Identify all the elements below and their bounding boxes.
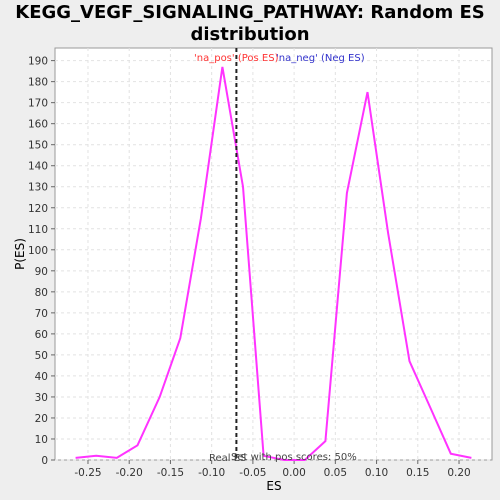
- x-tick-label: 0.10: [365, 467, 388, 479]
- x-tick-label: 0.20: [447, 467, 470, 479]
- legend-pos: 'na_pos' (Pos ES): [194, 53, 279, 64]
- y-tick-label: 110: [28, 224, 48, 236]
- x-axis: -0.25 -0.20 -0.15 -0.10 -0.05 0.00 0.05 0.10 0.1…: [74, 460, 471, 479]
- y-tick-label: 180: [28, 77, 48, 89]
- x-tick-label: -0.20: [116, 467, 143, 479]
- y-axis: 0 10 20 30 40 50 60 70 80 90 100 110 120 130 140 150 160…: [28, 56, 55, 467]
- y-tick-label: 10: [35, 434, 48, 446]
- y-tick-label: 190: [28, 56, 48, 68]
- grid: [55, 48, 492, 461]
- y-tick-label: 80: [35, 287, 48, 299]
- y-tick-label: 170: [28, 98, 48, 110]
- set-pos-annotation: Set with pos scores: 50%: [231, 452, 357, 463]
- x-tick-label: 0.15: [406, 467, 429, 479]
- y-tick-label: 160: [28, 119, 48, 131]
- series-line: [75, 66, 472, 461]
- y-tick-label: 40: [35, 371, 48, 383]
- series: [75, 66, 472, 461]
- y-tick-label: 150: [28, 140, 48, 152]
- chart-title-line1: KEGG_VEGF_SIGNALING_PATHWAY: Random ES: [15, 2, 485, 23]
- legend-neg: 'na_neg' (Neg ES): [276, 53, 365, 64]
- x-tick-label: -0.10: [198, 467, 225, 479]
- y-tick-label: 70: [35, 308, 48, 320]
- y-tick-label: 20: [35, 413, 48, 425]
- y-tick-label: 120: [28, 203, 48, 215]
- x-tick-label: -0.05: [239, 467, 266, 479]
- x-tick-label: 0.00: [282, 467, 305, 479]
- y-tick-label: 0: [41, 455, 48, 467]
- y-tick-label: 140: [28, 161, 48, 173]
- x-tick-label: 0.05: [324, 467, 347, 479]
- y-tick-label: 30: [35, 392, 48, 404]
- real-es-annotation: Real ES: [209, 453, 246, 464]
- y-tick-label: 50: [35, 350, 48, 362]
- x-axis-label: ES: [266, 479, 281, 493]
- y-tick-label: 60: [35, 329, 48, 341]
- y-tick-label: 130: [28, 182, 48, 194]
- y-axis-label: P(ES): [13, 238, 27, 270]
- x-tick-label: -0.25: [74, 467, 101, 479]
- x-tick-label: -0.15: [157, 467, 184, 479]
- y-tick-label: 100: [28, 245, 48, 257]
- chart-title-line2: distribution: [190, 24, 310, 45]
- y-tick-label: 90: [35, 266, 48, 278]
- chart-title: KEGG_VEGF_SIGNALING_PATHWAY: Random ES d…: [0, 2, 500, 46]
- plot-background: [54, 47, 493, 461]
